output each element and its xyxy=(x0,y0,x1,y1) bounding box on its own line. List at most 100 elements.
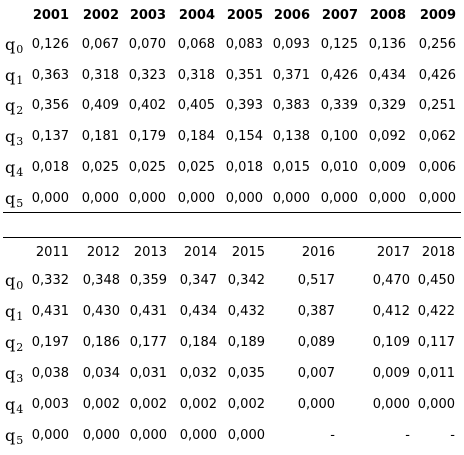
row-label-symbol: q xyxy=(5,189,16,208)
row-label-symbol: q xyxy=(5,395,16,414)
table-cell: 0,339 xyxy=(320,98,358,113)
row-label: q1 xyxy=(5,302,24,323)
table-cell: 0,000 xyxy=(177,191,215,206)
table-cell: 0,000 xyxy=(129,428,167,443)
table-cell: 0,256 xyxy=(418,37,456,52)
table-cell: 0,000 xyxy=(82,428,120,443)
table-cell: 0,003 xyxy=(31,397,69,412)
table-cell: 0,186 xyxy=(82,335,120,350)
table-cell: 0,387 xyxy=(297,304,335,319)
column-header: 2008 xyxy=(369,8,406,23)
table-cell: 0,083 xyxy=(225,37,263,52)
row-label-symbol: q xyxy=(5,127,16,146)
table-cell: 0,430 xyxy=(82,304,120,319)
table-row: q0 0,126 0,067 0,070 0,068 0,083 0,093 0,125 0,1… xyxy=(0,35,464,56)
row-label-symbol: q xyxy=(5,35,16,54)
table-cell: 0,025 xyxy=(81,160,119,175)
row-label-symbol: q xyxy=(5,333,16,352)
table-cell: 0,184 xyxy=(179,335,217,350)
table-cell: 0,470 xyxy=(372,273,410,288)
table-row: q5 0,000 0,000 0,000 0,000 0,000 0,000 0,000 0,0… xyxy=(0,189,464,210)
table-cell: 0,342 xyxy=(227,273,265,288)
table-cell: 0,062 xyxy=(418,129,456,144)
table-cell: 0,025 xyxy=(177,160,215,175)
column-header: 2004 xyxy=(178,8,215,23)
header-row: 2001 2002 2003 2004 2005 2006 2007 2008 2009 xyxy=(0,6,464,26)
row-label-subscript: 2 xyxy=(16,104,24,117)
row-label: q2 xyxy=(5,96,24,117)
table-cell: 0,351 xyxy=(225,68,263,83)
table-cell: 0,154 xyxy=(225,129,263,144)
table-cell: 0,363 xyxy=(31,68,69,83)
row-label-symbol: q xyxy=(5,66,16,85)
table-cell: 0,184 xyxy=(177,129,215,144)
row-label-subscript: 3 xyxy=(16,135,24,148)
table-cell: 0,405 xyxy=(177,98,215,113)
row-label-subscript: 1 xyxy=(16,74,24,87)
row-label-subscript: 3 xyxy=(16,372,24,385)
table-cell: 0,126 xyxy=(31,37,69,52)
table-row: q3 0,137 0,181 0,179 0,184 0,154 0,138 0,100 0,0… xyxy=(0,127,464,148)
row-label-subscript: 0 xyxy=(16,43,24,56)
table-cell: 0,517 xyxy=(297,273,335,288)
table-cell: 0,318 xyxy=(81,68,119,83)
table-cell: 0,010 xyxy=(320,160,358,175)
row-label-subscript: 0 xyxy=(16,279,24,292)
column-header: 2013 xyxy=(133,245,167,260)
table-cell: 0,426 xyxy=(320,68,358,83)
table-cell: 0,412 xyxy=(372,304,410,319)
table-row: q4 0,018 0,025 0,025 0,025 0,018 0,015 0,010 0,0… xyxy=(0,158,464,179)
table-row: q2 0,197 0,186 0,177 0,184 0,189 0,089 0,109 0,1… xyxy=(0,333,464,354)
table-cell: 0,002 xyxy=(227,397,265,412)
table-cell: 0,068 xyxy=(177,37,215,52)
table-cell: 0,000 xyxy=(31,191,69,206)
row-label-subscript: 4 xyxy=(16,403,24,416)
row-label-subscript: 1 xyxy=(16,310,24,323)
table-cell: 0,034 xyxy=(82,366,120,381)
column-header: 2015 xyxy=(231,245,265,260)
column-header: 2006 xyxy=(273,8,310,23)
row-label: q5 xyxy=(5,189,23,210)
table-cell: 0,383 xyxy=(272,98,310,113)
row-label-symbol: q xyxy=(5,364,16,383)
table-cell: 0,002 xyxy=(129,397,167,412)
row-label-symbol: q xyxy=(5,271,16,290)
table-cell: 0,347 xyxy=(179,273,217,288)
table-cell: 0,092 xyxy=(368,129,406,144)
row-label: q2 xyxy=(5,333,23,354)
table-cell: 0,000 xyxy=(81,191,119,206)
table-cell: 0,348 xyxy=(82,273,120,288)
table-cell: 0,000 xyxy=(128,191,166,206)
table-cell: 0,138 xyxy=(272,129,310,144)
table-cell: 0,032 xyxy=(179,366,217,381)
table-cell: 0,426 xyxy=(418,68,456,83)
table-cell: 0,031 xyxy=(129,366,167,381)
table-cell: 0,332 xyxy=(31,273,69,288)
row-label: q1 xyxy=(5,66,24,87)
table-cell: 0,000 xyxy=(297,397,335,412)
column-header: 2009 xyxy=(419,8,456,23)
table-cell: 0,038 xyxy=(31,366,69,381)
table-cell: 0,189 xyxy=(227,335,265,350)
table-cell: 0,025 xyxy=(128,160,166,175)
table-cell: 0,070 xyxy=(128,37,166,52)
column-header: 2002 xyxy=(82,8,119,23)
table-cell: 0,100 xyxy=(320,129,358,144)
row-label: q0 xyxy=(5,35,24,56)
table-cell: 0,318 xyxy=(177,68,215,83)
table-cell: 0,137 xyxy=(31,129,69,144)
table-cell: 0,409 xyxy=(81,98,119,113)
table-cell: 0,434 xyxy=(368,68,406,83)
table-cell: 0,181 xyxy=(81,129,119,144)
table-divider-bottom xyxy=(3,212,461,213)
column-header: 2014 xyxy=(183,245,217,260)
column-header: 2012 xyxy=(86,245,120,260)
table-cell: 0,359 xyxy=(129,273,167,288)
table-cell: 0,006 xyxy=(418,160,456,175)
table-cell: 0,035 xyxy=(227,366,265,381)
header-row: 2011 2012 2013 2014 2015 2016 2017 2018 xyxy=(0,243,464,263)
table-cell: 0,393 xyxy=(225,98,263,113)
row-label: q3 xyxy=(5,127,24,148)
table-cell: 0,018 xyxy=(225,160,263,175)
